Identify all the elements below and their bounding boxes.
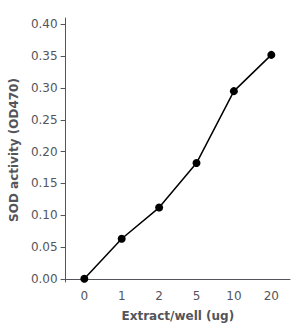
svg-text:0.30: 0.30 bbox=[31, 81, 58, 95]
svg-text:5: 5 bbox=[193, 289, 201, 303]
svg-text:SOD activity (OD470): SOD activity (OD470) bbox=[7, 78, 21, 222]
svg-text:0.40: 0.40 bbox=[31, 17, 58, 31]
svg-text:0: 0 bbox=[80, 289, 88, 303]
svg-text:2: 2 bbox=[155, 289, 163, 303]
svg-text:0.35: 0.35 bbox=[31, 49, 58, 63]
svg-text:20: 20 bbox=[264, 289, 279, 303]
svg-text:0.10: 0.10 bbox=[31, 208, 58, 222]
svg-text:1: 1 bbox=[118, 289, 126, 303]
svg-text:Extract/well (ug): Extract/well (ug) bbox=[121, 309, 234, 323]
svg-text:10: 10 bbox=[226, 289, 241, 303]
svg-text:0.20: 0.20 bbox=[31, 145, 58, 159]
svg-text:0.05: 0.05 bbox=[31, 240, 58, 254]
svg-text:0.25: 0.25 bbox=[31, 113, 58, 127]
svg-text:0.00: 0.00 bbox=[31, 272, 58, 286]
svg-text:0.15: 0.15 bbox=[31, 176, 58, 190]
